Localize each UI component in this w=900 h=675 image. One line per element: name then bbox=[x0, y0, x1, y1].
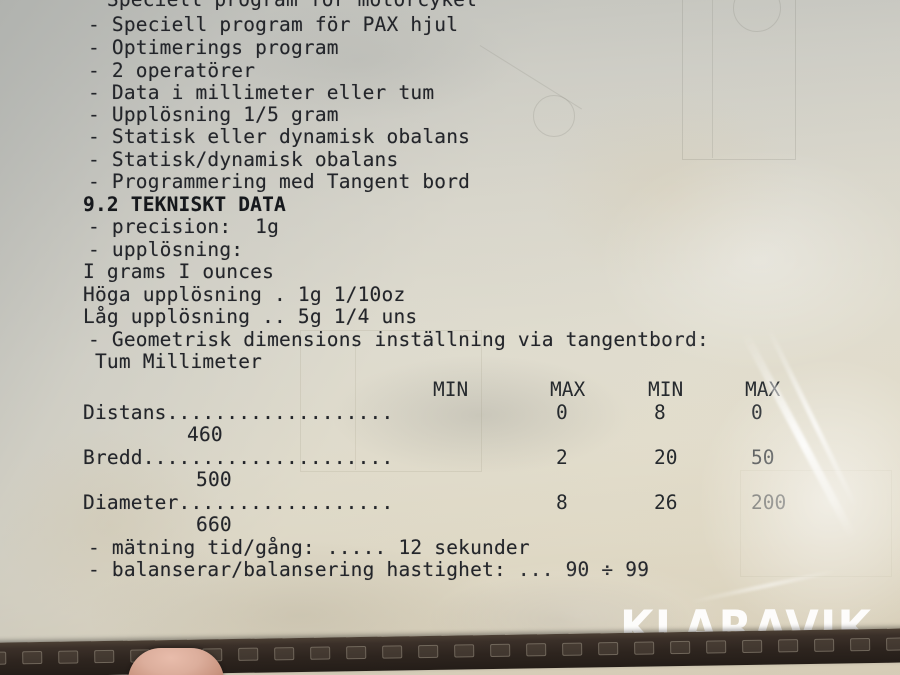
feature-line-5: - Upplösning 1/5 gram bbox=[88, 103, 339, 126]
thumb-finger bbox=[128, 648, 224, 675]
binder-perforation bbox=[94, 649, 115, 664]
table-row-label-bredd: Bredd..................... bbox=[83, 446, 394, 469]
table-row-indent-distans: 460 bbox=[187, 423, 223, 446]
binder-perforation bbox=[562, 642, 583, 656]
table-row-indent-bredd: 500 bbox=[196, 468, 232, 491]
binder-perforation bbox=[598, 641, 619, 656]
table-cell-diameter-max1: 8 bbox=[556, 491, 568, 514]
feature-line-4: - Data i millimeter eller tum bbox=[88, 81, 435, 104]
binder-perforation bbox=[0, 651, 7, 665]
feature-line-6: - Statisk eller dynamisk obalans bbox=[88, 125, 471, 148]
spec-line-3: Höga upplösning . 1g 1/10oz bbox=[83, 283, 406, 306]
binder-perforation bbox=[526, 643, 547, 657]
binder-perforation bbox=[706, 640, 727, 654]
table-cell-bredd-max2: 50 bbox=[751, 446, 775, 469]
spec-line-2: I grams I ounces bbox=[83, 260, 275, 283]
binder-perforation bbox=[850, 638, 871, 652]
spec-line-4: Låg upplösning .. 5g 1/4 uns bbox=[83, 305, 418, 328]
footer-line-1: - balanserar/balansering hastighet: ... … bbox=[88, 558, 650, 581]
table-cell-distans-min2: 8 bbox=[654, 401, 666, 424]
binder-perforation bbox=[778, 639, 799, 653]
table-header-max-2: MAX bbox=[745, 378, 781, 401]
clipped-first-line-region: Speciell program för motorcykel bbox=[0, 0, 900, 10]
table-cell-bredd-max1: 2 bbox=[556, 446, 568, 469]
footer-line-0: - mätning tid/gång: ..... 12 sekunder bbox=[88, 536, 530, 559]
binder-perforation bbox=[382, 645, 403, 659]
binder-perforation bbox=[742, 639, 763, 654]
table-cell-distans-max2: 0 bbox=[751, 401, 763, 424]
table-header-min-1: MIN bbox=[433, 378, 469, 401]
binder-perforation bbox=[886, 637, 900, 651]
binder-perforation bbox=[418, 644, 439, 659]
feature-line-7: - Statisk/dynamisk obalans bbox=[88, 148, 399, 171]
binder-perforation bbox=[454, 644, 475, 658]
table-row-label-distans: Distans................... bbox=[83, 401, 394, 424]
section-heading: 9.2 TEKNISKT DATA bbox=[83, 193, 286, 216]
binder-perforation bbox=[22, 651, 43, 665]
table-cell-bredd-min2: 20 bbox=[654, 446, 678, 469]
binder-perforation bbox=[670, 640, 691, 655]
feature-line-2: - Optimerings program bbox=[88, 36, 339, 59]
table-header-min-2: MIN bbox=[648, 378, 684, 401]
table-cell-distans-max1: 0 bbox=[556, 401, 568, 424]
binder-perforation bbox=[238, 647, 259, 661]
binder-perforation bbox=[490, 643, 511, 657]
binder-perforation bbox=[346, 645, 367, 660]
table-cell-diameter-min2: 26 bbox=[654, 491, 678, 514]
table-row-indent-diameter: 660 bbox=[196, 513, 232, 536]
table-cell-diameter-max2: 200 bbox=[751, 491, 787, 514]
feature-line-0: Speciell program för motorcykel bbox=[83, 0, 477, 10]
feature-line-1: - Speciell program för PAX hjul bbox=[88, 13, 459, 36]
binder-perforation bbox=[274, 647, 295, 661]
feature-line-3: - 2 operatörer bbox=[88, 59, 256, 82]
binder-perforation bbox=[634, 641, 655, 655]
binder-perforation bbox=[814, 638, 835, 652]
table-row-label-diameter: Diameter.................. bbox=[83, 491, 394, 514]
binder-perforation bbox=[310, 646, 331, 660]
spec-line-5: - Geometrisk dimensions inställning via … bbox=[88, 328, 709, 351]
binder-perforation bbox=[58, 650, 79, 664]
feature-line-8: - Programmering med Tangent bord bbox=[88, 170, 471, 193]
spec-line-0: - precision: 1g bbox=[88, 215, 280, 238]
spec-line-6: Tum Millimeter bbox=[83, 350, 263, 373]
spec-line-1: - upplösning: bbox=[88, 238, 244, 261]
table-header-max-1: MAX bbox=[550, 378, 586, 401]
